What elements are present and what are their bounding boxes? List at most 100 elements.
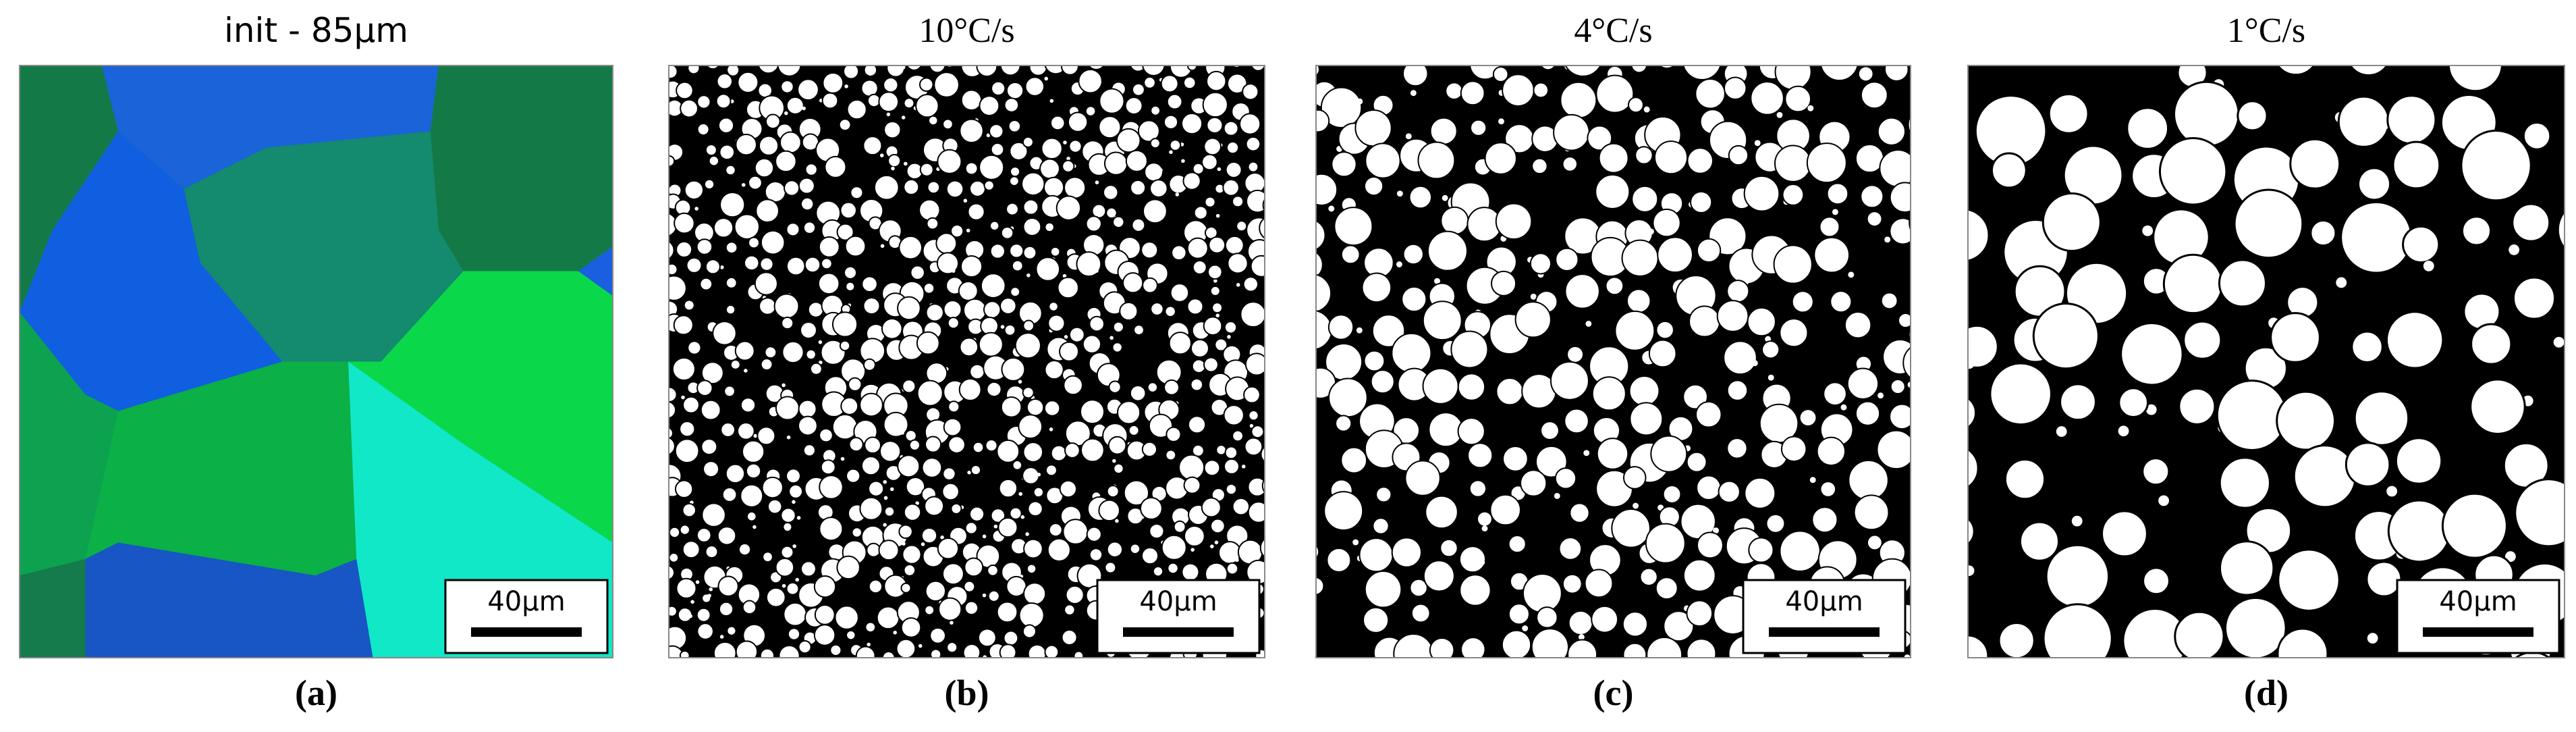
grain	[775, 557, 795, 577]
grain	[1429, 637, 1455, 658]
grain	[759, 257, 774, 271]
grain	[1564, 273, 1600, 309]
grain	[1902, 346, 1911, 380]
grain	[703, 178, 715, 190]
grain	[938, 597, 962, 621]
particle	[1115, 519, 1119, 523]
scale-label: 40µm	[1139, 586, 1217, 617]
grain	[1065, 585, 1085, 604]
particle	[1072, 511, 1077, 515]
grain	[868, 480, 885, 497]
grain	[669, 505, 671, 514]
particle	[707, 594, 711, 598]
grain	[1168, 332, 1192, 355]
grain	[1022, 217, 1042, 236]
particle	[883, 496, 888, 500]
particle	[1219, 659, 1223, 663]
grain	[809, 362, 823, 375]
grain	[1564, 408, 1589, 434]
grain	[924, 496, 945, 517]
grain	[1183, 476, 1201, 494]
grain	[1248, 410, 1259, 421]
particle	[1352, 539, 1359, 546]
grain	[1492, 66, 1509, 82]
grain	[1206, 116, 1224, 134]
grain	[717, 526, 737, 546]
grain	[969, 363, 985, 380]
grain	[1009, 176, 1020, 186]
grain	[669, 240, 675, 260]
grain	[748, 236, 760, 249]
grain	[921, 457, 943, 478]
particle	[1929, 541, 1935, 547]
grain	[1820, 66, 1859, 82]
grain	[683, 299, 695, 311]
grain	[1391, 332, 1432, 373]
grain	[725, 276, 738, 289]
particle	[1109, 336, 1114, 340]
grain	[820, 459, 836, 475]
grain	[1242, 276, 1259, 292]
grain	[737, 71, 759, 93]
grain	[1846, 367, 1880, 400]
particle	[982, 593, 987, 598]
particle	[2509, 244, 2520, 255]
particle	[1935, 586, 1941, 592]
micrograph	[1316, 66, 1941, 658]
grain	[713, 217, 734, 238]
particle	[2056, 426, 2067, 437]
grain	[1214, 338, 1228, 352]
particle	[1265, 529, 1269, 533]
particle	[867, 642, 871, 647]
particle	[2367, 633, 2378, 644]
grain	[1611, 508, 1651, 548]
grain	[1059, 479, 1078, 498]
grain	[101, 66, 439, 189]
grain	[1103, 151, 1128, 176]
particle	[1498, 118, 1504, 125]
grain	[989, 243, 1006, 259]
particle	[1379, 526, 1386, 532]
grain	[1823, 382, 1847, 407]
particle	[1037, 472, 1041, 477]
particle	[1968, 358, 1975, 369]
panel-caption: (a)	[295, 673, 337, 713]
grain	[1022, 467, 1040, 485]
grain	[1164, 305, 1176, 317]
particle	[1210, 544, 1214, 548]
grain	[1060, 666, 1085, 691]
grain	[941, 482, 960, 501]
grain	[2514, 651, 2551, 658]
particle	[1285, 664, 1289, 668]
particle	[840, 167, 844, 172]
grain	[923, 666, 940, 684]
particle	[1884, 236, 1891, 243]
grain	[1508, 535, 1527, 554]
grain	[1112, 321, 1124, 333]
grain	[1149, 523, 1165, 540]
grain	[2512, 276, 2556, 320]
particle	[1268, 685, 1272, 689]
grain	[1682, 558, 1716, 592]
particle	[2054, 706, 2064, 717]
particle	[810, 448, 814, 453]
grain	[1166, 93, 1183, 110]
grain	[950, 502, 962, 515]
grain	[903, 503, 922, 521]
particle	[1554, 492, 1560, 499]
grain	[1898, 312, 1911, 329]
grain	[1554, 467, 1577, 490]
grain	[2386, 95, 2437, 145]
grain	[1686, 451, 1707, 473]
micrograph	[20, 66, 613, 658]
grain	[1147, 382, 1159, 393]
grain	[1113, 463, 1124, 475]
grain	[1316, 635, 1318, 647]
grain	[1062, 159, 1075, 173]
grain	[1320, 86, 1363, 129]
grain	[786, 256, 806, 276]
scale-bar	[1123, 627, 1234, 637]
grain	[1264, 428, 1265, 432]
grain	[1423, 560, 1455, 592]
grain	[2160, 677, 2212, 729]
